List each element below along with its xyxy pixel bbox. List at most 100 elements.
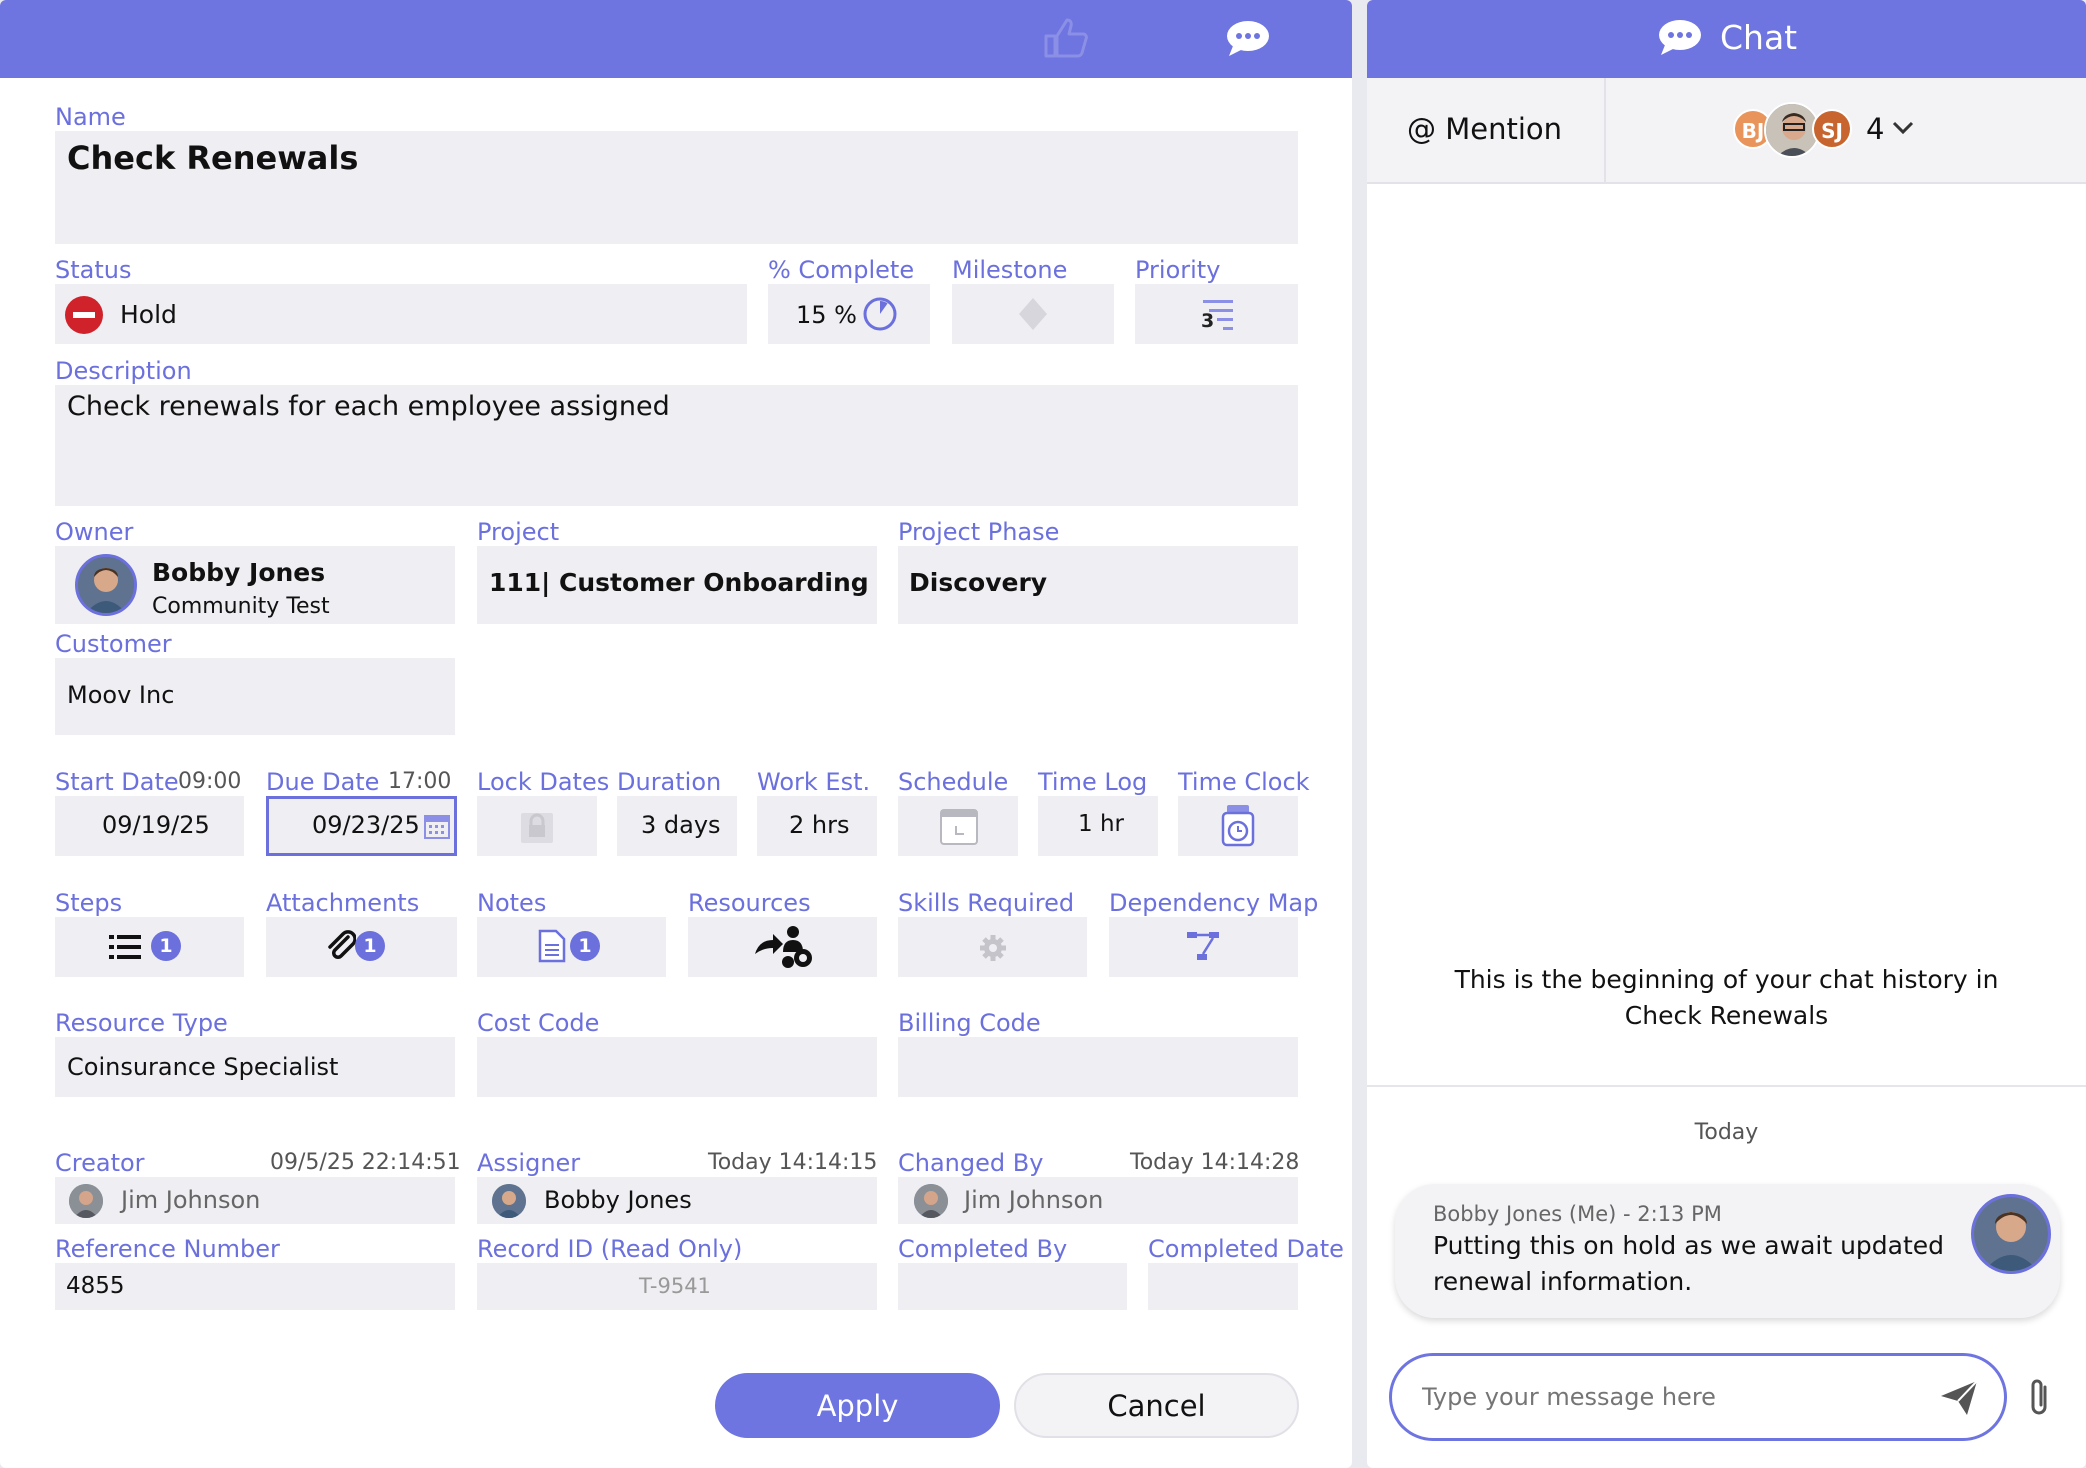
message-input[interactable]	[1422, 1378, 1902, 1416]
resources-field[interactable]	[688, 917, 877, 977]
mention-button[interactable]: @ Mention	[1367, 78, 1606, 182]
name-field[interactable]: Check Renewals	[55, 131, 1298, 244]
customer-value: Moov Inc	[67, 681, 175, 709]
apply-button[interactable]: Apply	[715, 1373, 1000, 1438]
assigner-value: Bobby Jones	[544, 1186, 692, 1214]
owner-field[interactable]: Bobby Jones Community Test	[55, 546, 455, 624]
description-label: Description	[55, 357, 192, 385]
record-id-field: T-9541	[477, 1263, 877, 1310]
time-clock-label: Time Clock	[1178, 768, 1310, 796]
description-value: Check renewals for each employee assigne…	[67, 391, 670, 422]
attachments-field[interactable]: 1	[266, 917, 457, 977]
avatar: SJ	[1812, 109, 1852, 149]
time-log-value: 1 hr	[1078, 811, 1124, 837]
chevron-down-icon	[1891, 118, 1915, 140]
priority-icon	[1197, 298, 1237, 336]
name-value: Check Renewals	[67, 139, 359, 177]
time-log-field[interactable]: 1 hr	[1038, 796, 1158, 856]
time-clock-field[interactable]	[1178, 796, 1298, 856]
resource-type-label: Resource Type	[55, 1009, 228, 1037]
phase-label: Project Phase	[898, 518, 1060, 546]
comment-icon[interactable]	[1225, 18, 1271, 62]
dependency-label: Dependency Map	[1109, 889, 1319, 917]
cost-code-field[interactable]	[477, 1037, 877, 1097]
changed-by-value: Jim Johnson	[964, 1186, 1104, 1214]
phase-field[interactable]: Discovery	[898, 546, 1298, 624]
schedule-field[interactable]	[898, 796, 1018, 856]
avatar	[1971, 1194, 2051, 1274]
project-value: 111| Customer Onboarding	[489, 568, 869, 597]
avatar	[914, 1184, 948, 1218]
due-date-value: 09/23/25	[312, 811, 420, 839]
chat-header: Chat	[1367, 0, 2086, 78]
calendar-icon[interactable]	[424, 813, 450, 843]
participants-dropdown[interactable]: BJ SJ 4	[1608, 78, 2086, 182]
attachments-count-badge: 1	[355, 931, 385, 961]
work-est-field[interactable]: 2 hrs	[757, 796, 877, 856]
notes-field[interactable]: 1	[477, 917, 666, 977]
priority-value: 3	[1201, 310, 1215, 332]
gear-icon	[979, 934, 1007, 966]
chat-history-notice: This is the beginning of your chat histo…	[1454, 965, 1999, 1030]
phase-value: Discovery	[909, 568, 1048, 597]
description-field[interactable]: Check renewals for each employee assigne…	[55, 385, 1298, 506]
complete-value: 15 %	[796, 301, 857, 329]
creator-value: Jim Johnson	[121, 1186, 261, 1214]
lock-icon	[519, 807, 555, 849]
resource-type-field[interactable]: Coinsurance Specialist	[55, 1037, 455, 1097]
customer-field[interactable]: Moov Inc	[55, 658, 455, 735]
duration-label: Duration	[617, 768, 722, 796]
completed-by-label: Completed By	[898, 1235, 1068, 1263]
task-form-panel: Name Check Renewals Status Hold % Comple…	[0, 0, 1352, 1468]
skills-field[interactable]	[898, 917, 1087, 977]
duration-field[interactable]: 3 days	[617, 796, 737, 856]
milestone-field[interactable]	[952, 284, 1114, 344]
changed-by-label: Changed By	[898, 1149, 1044, 1177]
creator-field: Jim Johnson	[55, 1177, 455, 1224]
milestone-label: Milestone	[952, 256, 1068, 284]
customer-label: Customer	[55, 630, 172, 658]
steps-field[interactable]: 1	[55, 917, 244, 977]
avatar	[1764, 102, 1820, 158]
billing-code-field[interactable]	[898, 1037, 1298, 1097]
reference-number-value: 4855	[66, 1273, 125, 1299]
start-date-field[interactable]: 09/19/25	[55, 796, 244, 856]
dependency-field[interactable]	[1109, 917, 1298, 977]
thumbs-up-icon[interactable]	[1042, 16, 1088, 62]
start-time: 09:00	[178, 769, 242, 794]
assigner-label: Assigner	[477, 1149, 581, 1177]
note-icon	[538, 929, 566, 967]
cancel-button[interactable]: Cancel	[1014, 1373, 1299, 1438]
chat-panel: Chat @ Mention BJ SJ 4 This is the begin…	[1367, 0, 2086, 1468]
due-date-label: Due Date	[266, 768, 380, 796]
skills-label: Skills Required	[898, 889, 1075, 917]
assigner-time: Today 14:14:15	[708, 1150, 878, 1175]
lock-dates-field[interactable]	[477, 796, 597, 856]
attachments-label: Attachments	[266, 889, 420, 917]
steps-label: Steps	[55, 889, 123, 917]
message-text: Putting this on hold as we await updated…	[1433, 1231, 1945, 1296]
name-label: Name	[55, 103, 126, 131]
notes-label: Notes	[477, 889, 547, 917]
priority-field[interactable]: 3	[1135, 284, 1298, 344]
attach-icon[interactable]	[2025, 1375, 2053, 1423]
list-icon	[109, 933, 141, 965]
cost-code-label: Cost Code	[477, 1009, 600, 1037]
message-input-box[interactable]	[1389, 1353, 2007, 1441]
completed-by-field	[898, 1263, 1127, 1310]
send-icon[interactable]	[1939, 1379, 1979, 1421]
project-label: Project	[477, 518, 560, 546]
status-field[interactable]: Hold	[55, 284, 747, 344]
reference-number-field[interactable]: 4855	[55, 1263, 455, 1310]
chat-day-label: Today	[1694, 1120, 1759, 1145]
complete-field[interactable]: 15 %	[768, 284, 930, 344]
completed-date-field	[1148, 1263, 1298, 1310]
notes-count-badge: 1	[570, 931, 600, 961]
progress-pie-icon	[862, 296, 898, 336]
paperclip-icon	[326, 929, 357, 967]
due-date-field[interactable]: 09/23/25	[266, 796, 457, 856]
chat-divider	[1367, 1085, 2086, 1087]
reference-number-label: Reference Number	[55, 1235, 280, 1263]
project-field[interactable]: 111| Customer Onboarding	[477, 546, 877, 624]
form-header	[0, 0, 1352, 78]
